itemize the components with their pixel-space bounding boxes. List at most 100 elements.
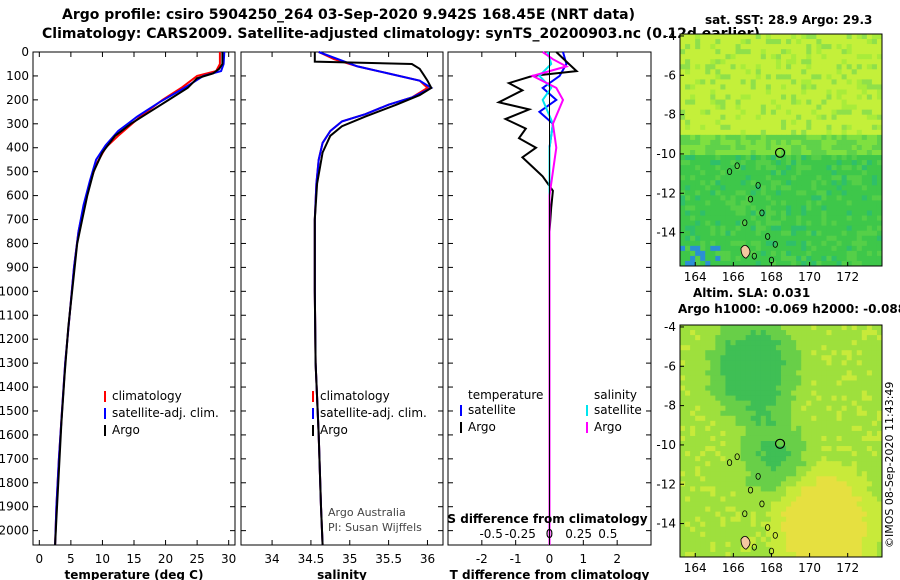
map-cell (735, 94, 742, 101)
map-cell (770, 350, 777, 356)
map-cell (826, 74, 832, 80)
map-cell (720, 345, 726, 351)
map-cell (811, 230, 817, 237)
map-cell (856, 180, 863, 186)
map-cell (700, 89, 706, 96)
map-cell (695, 190, 701, 196)
map-cell (700, 425, 706, 432)
map-cell (826, 215, 832, 222)
map-cell (760, 345, 767, 351)
map-cell (801, 521, 807, 528)
map-cell (841, 390, 848, 397)
difference-stick-label: 0 (546, 527, 554, 541)
map-cell (876, 400, 883, 407)
map-cell (806, 430, 812, 437)
map-cell (705, 380, 711, 387)
map-cell (786, 350, 792, 356)
salinity-xtick-label: 35.5 (375, 552, 402, 566)
map-cell (861, 385, 868, 392)
map-cell (765, 390, 772, 397)
map-cell (841, 441, 848, 447)
map-cell (796, 155, 802, 161)
map-cell (866, 410, 873, 417)
map-cell (826, 245, 832, 252)
map-cell (685, 44, 691, 50)
map-cell (680, 175, 686, 181)
map-cell (781, 491, 787, 497)
map-cell (816, 230, 822, 237)
map-cell (705, 59, 711, 65)
map-cell (690, 134, 696, 141)
map-cell (680, 486, 686, 492)
map-cell (821, 49, 827, 55)
map-cell (841, 430, 848, 437)
map-cell (755, 180, 762, 186)
map-cell (786, 34, 792, 40)
map-cell (816, 516, 822, 523)
map-cell (811, 245, 817, 252)
map-cell (786, 486, 792, 492)
map-cell (705, 49, 711, 55)
map-cell (846, 94, 853, 101)
map-cell (846, 89, 853, 96)
map-cell (866, 446, 873, 452)
map-cell (730, 235, 737, 242)
map-cell (851, 195, 858, 201)
map-cell (866, 430, 873, 437)
map-cell (836, 84, 843, 90)
map-cell (791, 526, 797, 533)
map-cell (720, 220, 726, 227)
map-cell (781, 330, 787, 336)
map-cell (876, 375, 883, 381)
map-cell (821, 471, 827, 477)
map-cell (796, 435, 802, 442)
map-cell (861, 240, 868, 247)
map-cell (871, 119, 878, 126)
map-cell (841, 74, 848, 80)
map-cell (861, 541, 868, 548)
map-cell (876, 456, 883, 462)
map-cell (841, 64, 848, 70)
map-cell (781, 124, 787, 131)
map-cell (781, 466, 787, 472)
map-cell (765, 94, 772, 101)
map-cell (750, 365, 757, 371)
map-cell (876, 144, 883, 151)
map-cell (816, 451, 822, 457)
map-cell (750, 476, 757, 482)
map-cell (846, 380, 853, 387)
map-cell (765, 446, 772, 452)
map-cell (745, 531, 752, 538)
map-cell (806, 134, 812, 141)
map-cell (740, 395, 747, 402)
map-cell (861, 160, 868, 166)
map-cell (841, 526, 848, 533)
map-cell (685, 370, 691, 376)
map-cell (765, 119, 772, 126)
map-cell (775, 466, 782, 472)
map-cell (710, 345, 716, 351)
map-cell (861, 531, 868, 538)
map-cell (806, 330, 812, 336)
map-cell (786, 441, 792, 447)
map-cell (781, 235, 787, 242)
map-cell (816, 109, 822, 116)
map-cell (745, 496, 752, 503)
map-cell (821, 546, 827, 553)
map-cell (710, 551, 716, 558)
island-outline (742, 510, 748, 518)
map-cell (781, 54, 787, 60)
map-cell (826, 99, 832, 106)
map-cell (866, 150, 873, 156)
map-cell (856, 230, 863, 237)
map-cell (846, 385, 853, 392)
map-cell (801, 536, 807, 543)
map-cell (861, 79, 868, 85)
map-cell (760, 380, 767, 387)
map-cell (720, 104, 726, 111)
map-cell (836, 441, 843, 447)
map-cell (720, 551, 726, 558)
map-cell (876, 516, 883, 523)
map-cell (705, 44, 711, 50)
map-cell (781, 200, 787, 206)
